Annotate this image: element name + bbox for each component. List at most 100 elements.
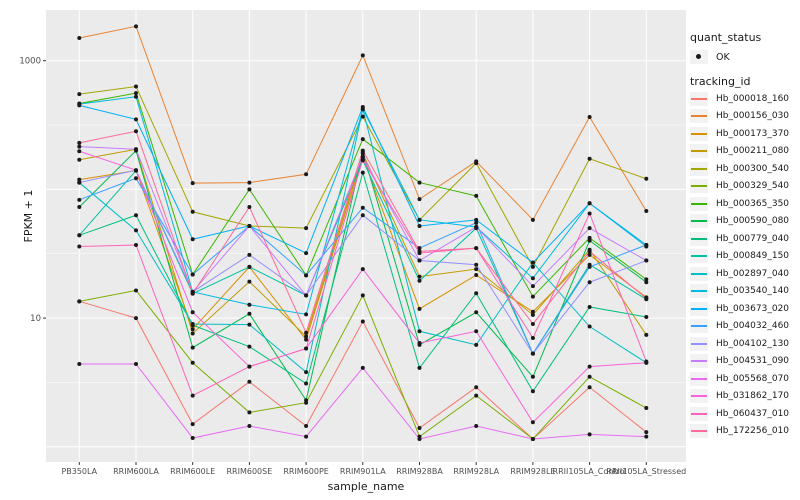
data-point — [474, 310, 479, 315]
data-point — [474, 217, 479, 222]
x-tick-label: RRIM600PE — [283, 467, 329, 476]
data-point — [530, 351, 535, 356]
data-point — [77, 140, 82, 145]
data-point — [417, 197, 422, 202]
data-point — [304, 251, 309, 256]
y-tick-label: 10 — [30, 314, 41, 324]
data-point — [304, 370, 309, 375]
data-point — [530, 374, 535, 379]
data-point — [190, 310, 195, 315]
data-point — [247, 410, 252, 415]
data-point — [474, 262, 479, 267]
tracking-id-items: Hb_000018_160 Hb_000156_030 Hb_000173_370 H… — [690, 90, 798, 440]
data-point — [304, 398, 309, 403]
data-point — [417, 223, 422, 228]
data-point — [417, 246, 422, 251]
legend: quant_status OK tracking_id Hb_000018_16… — [690, 30, 798, 440]
legend-item-label: Hb_000849_150 — [716, 251, 790, 262]
data-point — [530, 217, 535, 222]
legend-item-label: Hb_031862_170 — [716, 391, 790, 402]
legend-item-Hb_004531_090: Hb_004531_090 — [690, 353, 798, 371]
data-point — [587, 226, 592, 231]
data-point — [530, 436, 535, 441]
data-point — [644, 176, 649, 181]
legend-key-swatch — [690, 371, 708, 386]
legend-item-label: Hb_000590_080 — [716, 216, 790, 227]
data-point — [77, 361, 82, 366]
data-point — [304, 381, 309, 386]
data-point — [587, 364, 592, 369]
x-tick-label: RRII105LA_Control — [553, 467, 627, 476]
data-point — [587, 249, 592, 254]
data-point — [190, 272, 195, 277]
data-point — [587, 201, 592, 206]
legend-item-label: Hb_004102_130 — [716, 338, 790, 349]
data-point — [77, 180, 82, 185]
data-point — [247, 204, 252, 209]
data-point — [134, 213, 138, 218]
data-point — [190, 209, 195, 214]
data-point — [474, 342, 479, 347]
data-point — [474, 161, 479, 166]
data-point — [247, 424, 252, 429]
data-point — [304, 293, 309, 298]
data-point — [360, 170, 365, 175]
legend-key-swatch — [690, 354, 708, 369]
legend-item-label: Hb_000329_540 — [716, 181, 790, 192]
data-point — [474, 291, 479, 296]
data-point — [644, 242, 649, 247]
data-point — [134, 288, 138, 293]
data-point — [587, 115, 592, 120]
data-point — [304, 434, 309, 439]
legend-key-swatch — [690, 91, 708, 106]
data-point — [134, 361, 138, 366]
point-glyph-icon — [696, 54, 701, 59]
data-point — [247, 311, 252, 316]
legend-item-Hb_172256_010: Hb_172256_010 — [690, 423, 798, 441]
series-points-Hb_000156_030 — [77, 24, 649, 222]
data-point — [304, 334, 309, 339]
data-point — [530, 284, 535, 289]
data-point — [134, 117, 138, 122]
data-point — [360, 319, 365, 324]
legend-key-swatch — [690, 144, 708, 159]
data-point — [190, 181, 195, 186]
data-point — [417, 436, 422, 441]
data-point — [417, 249, 422, 254]
series-points-Hb_000590_080 — [77, 148, 649, 403]
legend-item-Hb_000849_150: Hb_000849_150 — [690, 248, 798, 266]
data-point — [247, 279, 252, 284]
legend-item-label: Hb_000211_080 — [716, 146, 790, 157]
legend-key-swatch — [690, 424, 708, 439]
data-point — [417, 341, 422, 346]
legend-item-ok: OK — [690, 46, 798, 68]
data-point — [474, 385, 479, 390]
data-point — [417, 365, 422, 370]
legend-item-Hb_000156_030: Hb_000156_030 — [690, 108, 798, 126]
legend-key-swatch — [690, 301, 708, 316]
data-point — [417, 180, 422, 185]
data-point — [190, 237, 195, 242]
data-point — [644, 434, 649, 439]
legend-item-label: Hb_000300_540 — [716, 163, 790, 174]
data-point — [587, 304, 592, 309]
data-point — [530, 260, 535, 265]
series-points-Hb_172256_010 — [77, 129, 649, 335]
data-point — [530, 294, 535, 299]
legend-item-Hb_005568_070: Hb_005568_070 — [690, 370, 798, 388]
data-point — [247, 302, 252, 307]
legend-key-swatch — [690, 109, 708, 124]
data-point — [417, 278, 422, 283]
data-point — [587, 211, 592, 216]
legend-key-swatch — [690, 231, 708, 246]
data-point — [530, 309, 535, 314]
data-point — [644, 314, 649, 319]
legend-item-Hb_031862_170: Hb_031862_170 — [690, 388, 798, 406]
legend-key-swatch — [690, 249, 708, 264]
data-point — [247, 180, 252, 185]
data-point — [587, 252, 592, 257]
legend-key-swatch — [690, 406, 708, 421]
legend-item-label: Hb_000779_040 — [716, 233, 790, 244]
data-point — [190, 436, 195, 441]
